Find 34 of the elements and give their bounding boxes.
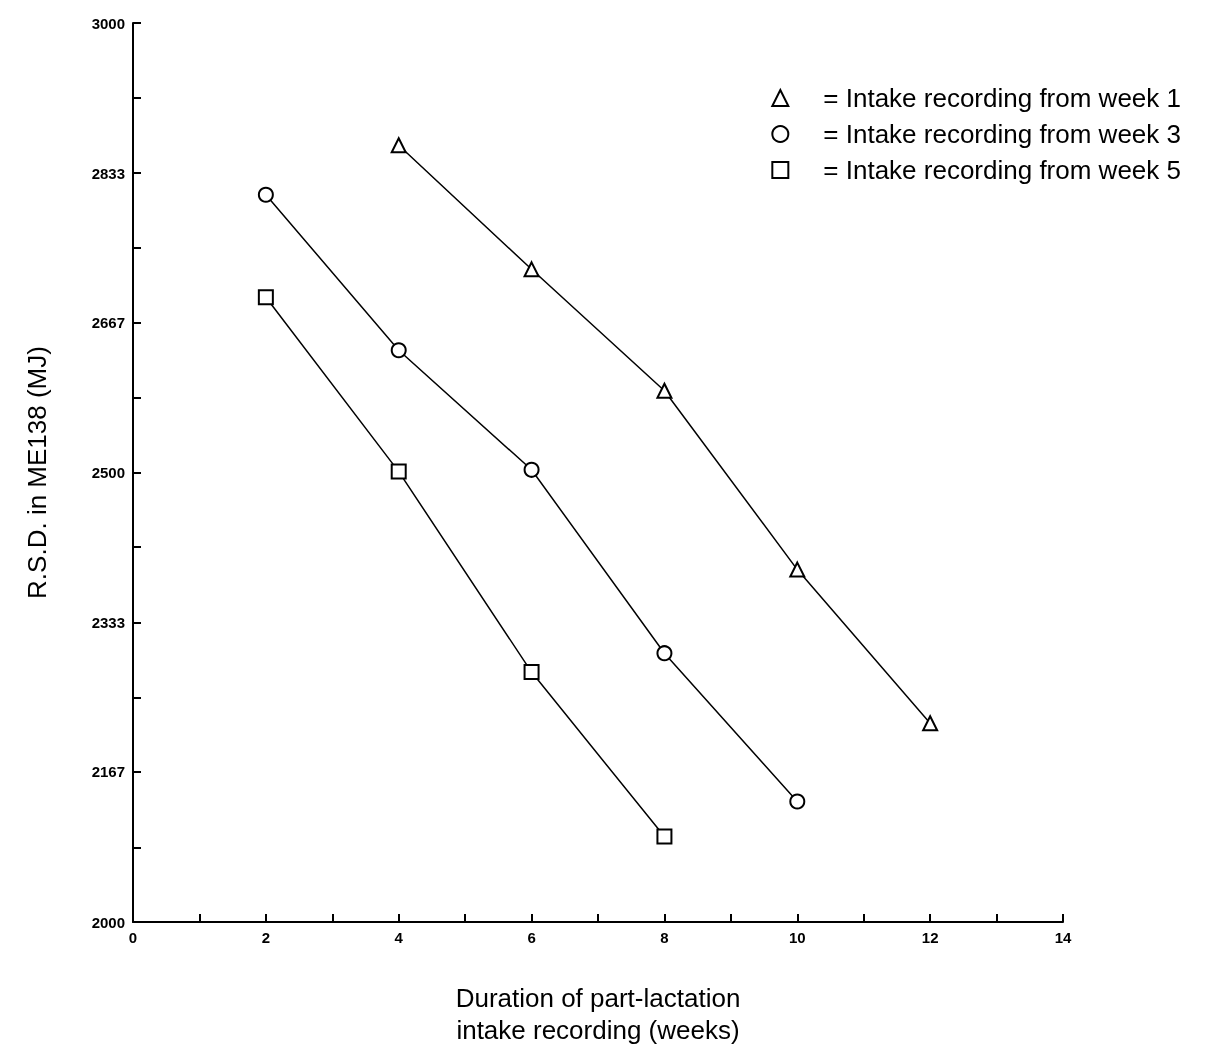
y-tick-label: 2500 [91, 464, 125, 481]
point [390, 342, 407, 359]
x-axis-title: Duration of part-lactation intake recording (weeks) [455, 983, 741, 1045]
y-tick-label: 2667 [91, 313, 125, 331]
point [523, 261, 540, 278]
y-tick-label: 2833 [91, 164, 125, 182]
x-tick-label: 10 [788, 929, 806, 946]
y-tick-label: 2333 [91, 614, 125, 632]
point [390, 137, 407, 154]
point [789, 561, 806, 578]
legend-label: = Intake recording from week 1 [823, 83, 1182, 113]
point [257, 186, 274, 203]
point [656, 382, 673, 399]
y-tick-label: 2000 [91, 913, 125, 931]
point [789, 793, 806, 810]
y-tick-label: 3000 [91, 14, 125, 32]
x-tick-label: 6 [527, 929, 536, 946]
point [257, 289, 274, 306]
point [523, 664, 540, 681]
y-tick-label: 2167 [91, 763, 125, 781]
x-tick-label: 2 [261, 929, 271, 946]
point [656, 645, 673, 662]
legend-label: = Intake recording from week 5 [823, 155, 1182, 185]
point [922, 715, 939, 732]
y-axis-title: R.S.D. in ME138 (MJ) [22, 346, 52, 599]
point [656, 828, 673, 845]
x-tick-label: 0 [128, 929, 138, 946]
point [523, 461, 540, 478]
x-tick-label: 12 [921, 929, 939, 946]
x-tick-label: 14 [1054, 929, 1072, 946]
point [390, 463, 407, 480]
legend-label: = Intake recording from week 3 [823, 119, 1182, 149]
x-tick-label: 4 [394, 929, 404, 946]
x-tick-label: 8 [660, 929, 669, 946]
